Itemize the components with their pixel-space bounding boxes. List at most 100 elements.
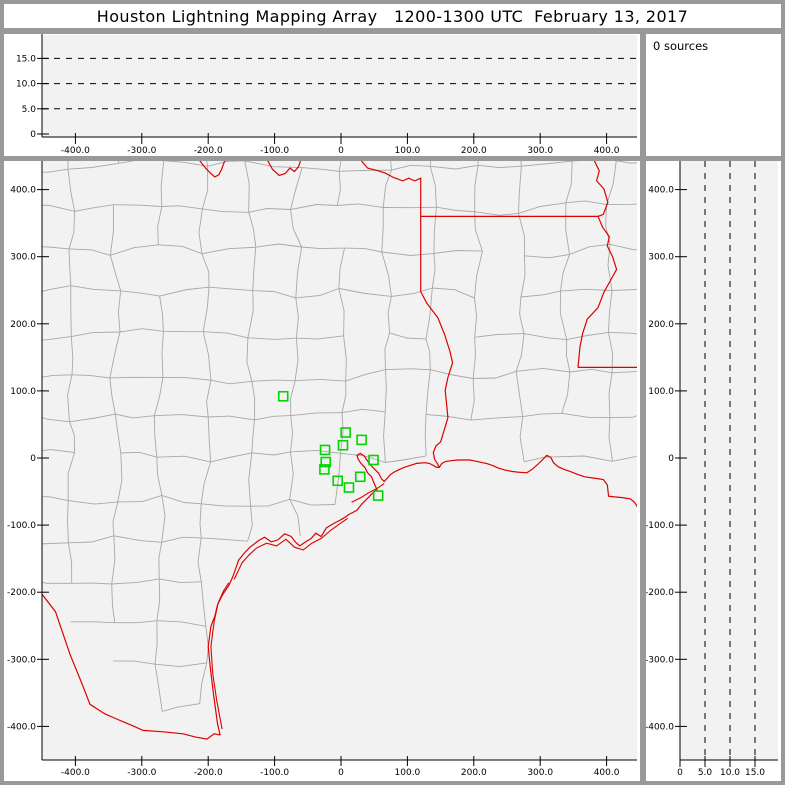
county-line — [608, 332, 614, 373]
county-line — [20, 543, 21, 577]
county-line — [381, 251, 392, 297]
plot-background — [680, 161, 778, 760]
county-line — [381, 251, 434, 256]
x-tick-label: -100.0 — [260, 768, 289, 778]
y-tick-label: -100.0 — [646, 521, 674, 531]
county-line — [202, 287, 210, 332]
county-line — [433, 207, 437, 254]
county-line — [161, 494, 202, 505]
county-line — [206, 380, 212, 418]
county-line — [341, 381, 347, 413]
county-line — [612, 456, 637, 462]
plan-view-map: 400.0 300.0 200.0 100.0 0 -100.0 -200.0 -300.0 -… — [4, 161, 637, 778]
county-line — [384, 332, 391, 370]
county-line — [117, 452, 123, 502]
county-line — [560, 455, 613, 462]
county-line — [523, 333, 567, 341]
county-line — [198, 208, 203, 254]
county-line — [302, 167, 340, 172]
county-line — [22, 410, 29, 452]
county-lines — [4, 161, 637, 712]
county-line — [560, 254, 570, 292]
county-line — [201, 166, 209, 210]
x-tick-label: 0 — [677, 768, 683, 778]
x-tick-label: -100.0 — [260, 146, 289, 156]
county-line — [69, 413, 116, 423]
station-marker — [368, 454, 379, 466]
y-tick-label: -300.0 — [646, 655, 674, 665]
county-line — [29, 161, 32, 172]
county-line — [425, 338, 431, 370]
station-marker — [354, 471, 366, 483]
padre-island — [210, 582, 230, 730]
y-tick-label: 5.0 — [22, 105, 37, 115]
county-line — [390, 161, 392, 171]
county-line — [113, 535, 162, 543]
county-line — [202, 208, 249, 213]
county-line — [248, 452, 253, 507]
x-tick-label: -400.0 — [61, 146, 90, 156]
x-tick-label: -300.0 — [127, 768, 156, 778]
county-line — [24, 452, 30, 497]
county-line — [611, 289, 637, 291]
county-line — [199, 503, 202, 538]
x-tick-label: 5.0 — [698, 768, 713, 778]
county-line — [301, 246, 345, 250]
x-tick-label: 10.0 — [720, 768, 740, 778]
county-line — [208, 415, 255, 421]
county-line — [519, 296, 525, 334]
galveston-island — [351, 483, 385, 503]
county-line — [296, 335, 344, 340]
county-line — [383, 206, 437, 209]
altitude-north-south-panel: 400.0 300.0 200.0 100.0 0 -100.0 -200.0 -300.0 -… — [646, 161, 781, 781]
county-line — [70, 285, 72, 337]
county-line — [606, 161, 617, 205]
county-line — [154, 620, 158, 665]
county-line — [290, 380, 296, 416]
x-tick-label: -200.0 — [194, 768, 223, 778]
county-line — [474, 211, 519, 216]
x-tick-label: 0 — [338, 146, 344, 156]
y-tick-label: 200.0 — [10, 320, 36, 330]
county-line — [290, 209, 303, 248]
county-line — [569, 243, 611, 255]
county-line — [561, 371, 571, 414]
ns-altitude-chart: 400.0 300.0 200.0 100.0 0 -100.0 -200.0 -300.0 -… — [646, 161, 778, 778]
county-line — [560, 288, 613, 292]
county-line — [115, 413, 155, 419]
station-marker — [372, 490, 384, 501]
county-line — [255, 243, 302, 248]
county-line — [515, 371, 524, 417]
county-line — [385, 455, 427, 463]
county-line — [559, 291, 568, 340]
county-line — [42, 542, 69, 545]
county-line — [110, 244, 159, 256]
county-line — [162, 703, 200, 712]
county-line — [20, 206, 26, 247]
y-tick-label: -400.0 — [7, 722, 36, 732]
y-tick-label: 400.0 — [10, 186, 36, 196]
county-line — [4, 452, 30, 461]
county-line — [295, 246, 303, 298]
county-line — [161, 331, 164, 378]
county-line — [290, 415, 293, 452]
county-line — [251, 379, 296, 382]
county-line — [162, 376, 211, 381]
county-line — [68, 535, 115, 544]
plot-background — [42, 161, 637, 760]
county-line — [247, 290, 254, 338]
red-river-mid — [267, 161, 302, 177]
county-line — [430, 369, 474, 379]
county-line — [472, 337, 476, 379]
y-tick-label: -300.0 — [7, 655, 36, 665]
county-line — [156, 578, 161, 621]
county-line — [252, 290, 296, 299]
county-line — [470, 378, 475, 421]
county-line — [391, 164, 431, 171]
county-line — [473, 370, 517, 379]
county-line — [436, 206, 475, 213]
plot-background — [42, 35, 637, 137]
x-tick-label: 400.0 — [594, 768, 620, 778]
county-line — [71, 374, 110, 379]
matagorda-island-chain — [233, 517, 348, 580]
